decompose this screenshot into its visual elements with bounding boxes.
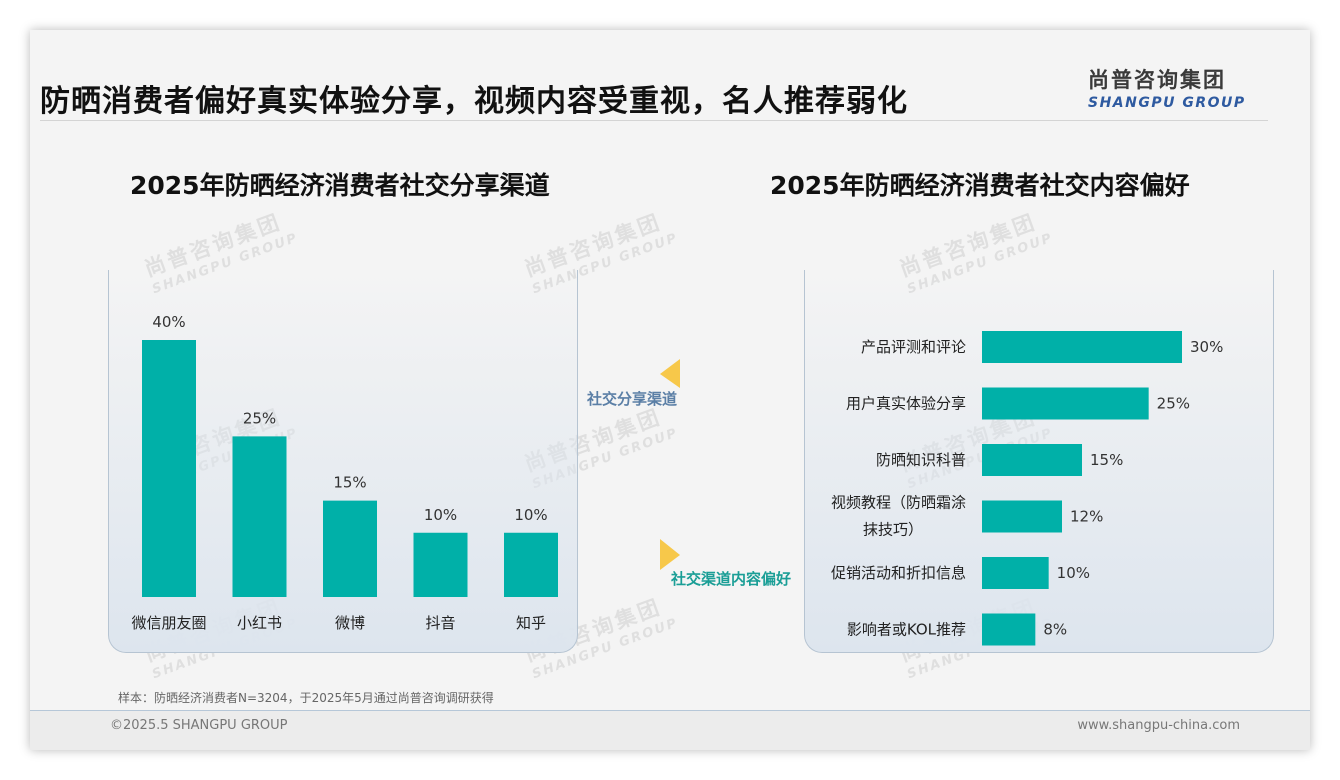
footer-website: www.shangpu-china.com — [1077, 718, 1240, 733]
logo-english: SHANGPU GROUP — [1088, 95, 1246, 111]
bar-value-label: 12% — [1070, 508, 1103, 526]
bar — [982, 387, 1149, 420]
bar-value-label: 10% — [1057, 564, 1090, 582]
bar-value-label: 30% — [1190, 338, 1223, 356]
bar-value-label: 8% — [1043, 621, 1067, 639]
category-label: 视频教程（防晒霜涂 — [831, 494, 966, 512]
left-chart-title: 2025年防晒经济消费者社交分享渠道 — [130, 171, 550, 200]
title-divider — [40, 120, 1268, 121]
category-label: 小红书 — [237, 614, 282, 632]
left-bar-chart: 40% 微信朋友圈 25% 小红书 15% 微博 10% 抖音 10% 知乎 — [131, 313, 558, 632]
footer-copyright: ©2025.5 SHANGPU GROUP — [110, 718, 288, 733]
right-chart-title: 2025年防晒经济消费者社交内容偏好 — [770, 171, 1190, 200]
category-label: 影响者或KOL推荐 — [847, 621, 966, 639]
category-label: 产品评测和评论 — [861, 338, 966, 356]
bar — [323, 500, 377, 597]
category-label: 知乎 — [516, 614, 546, 632]
bar — [504, 532, 558, 597]
connector-arrow-bottom — [660, 539, 680, 570]
bar — [142, 340, 196, 597]
bar-value-label: 25% — [1157, 395, 1190, 413]
bar — [982, 331, 1182, 363]
connector-label-top: 社交分享渠道 — [587, 390, 678, 408]
bar — [982, 444, 1082, 476]
right-bar-chart: 30% 产品评测和评论 25% 用户真实体验分享 15% 防晒知识科普 12% 视频教程（防晒… — [831, 331, 1223, 646]
bar — [982, 557, 1049, 589]
bar — [982, 613, 1036, 646]
footer-band — [30, 710, 1310, 750]
sample-note: 样本：防晒经济消费者N=3204，于2025年5月通过尚普咨询调研获得 — [118, 691, 494, 705]
category-label: 用户真实体验分享 — [846, 395, 966, 413]
slide: 防晒消费者偏好真实体验分享，视频内容受重视，名人推荐弱化 尚普咨询集团 SHAN… — [30, 30, 1310, 750]
category-label: 抹技巧） — [863, 521, 923, 539]
category-label: 促销活动和折扣信息 — [831, 564, 966, 582]
connector-arrow-top — [660, 359, 680, 388]
category-label: 微博 — [335, 614, 365, 632]
category-label: 防晒知识科普 — [876, 451, 966, 469]
bar-value-label: 15% — [333, 474, 366, 492]
bar-value-label: 10% — [424, 506, 457, 524]
category-label: 抖音 — [425, 614, 455, 632]
category-label: 微信朋友圈 — [131, 614, 206, 632]
company-logo: 尚普咨询集团 SHANGPU GROUP — [1088, 64, 1246, 111]
connector-label-bottom: 社交渠道内容偏好 — [671, 570, 792, 588]
connector-arrows — [660, 359, 680, 570]
bar-value-label: 10% — [514, 506, 547, 524]
bar-value-label: 15% — [1090, 451, 1123, 469]
logo-chinese: 尚普咨询集团 — [1088, 68, 1226, 92]
bar-value-label: 25% — [243, 409, 276, 427]
bar — [232, 436, 287, 597]
bar-value-label: 40% — [152, 313, 185, 331]
bar — [982, 500, 1062, 533]
page-title: 防晒消费者偏好真实体验分享，视频内容受重视，名人推荐弱化 — [40, 84, 908, 119]
bar — [413, 532, 468, 597]
